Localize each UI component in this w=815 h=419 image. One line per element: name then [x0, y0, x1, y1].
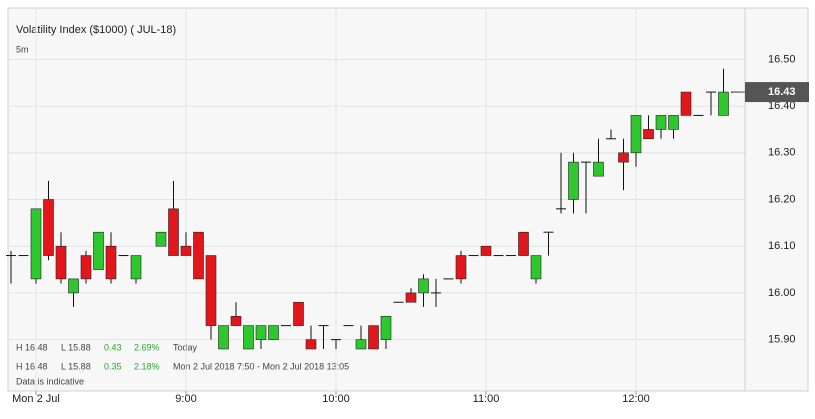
stat-change: 0.43	[104, 342, 122, 352]
stat-low: L 15.88	[61, 361, 91, 371]
candle-body	[43, 199, 54, 256]
y-tick-label: 16.30	[768, 147, 796, 159]
stat-period: Mon 2 Jul 2018 7:50 - Mon 2 Jul 2018 13:…	[173, 361, 349, 371]
candle-body	[380, 315, 392, 340]
stat-high: H 16.48	[16, 342, 48, 352]
y-tick-label: 16.10	[768, 240, 796, 252]
stat-low: L 15.88	[61, 342, 91, 352]
last-price-label: 16.43	[768, 86, 796, 98]
stat-high: H 16.48	[16, 361, 48, 371]
candle-body	[405, 292, 417, 303]
candle-body	[368, 325, 379, 350]
y-tick-label: 16.50	[768, 53, 796, 65]
y-tick-label: 15.90	[768, 334, 796, 346]
note: Data is indicative	[16, 376, 84, 386]
x-tick-label: 9:00	[175, 393, 196, 405]
candle-body	[55, 245, 67, 280]
candle-body	[455, 255, 467, 280]
stat-change: 0.35	[104, 361, 122, 371]
candle-body	[205, 255, 217, 326]
y-tick-label: 16.00	[768, 287, 796, 299]
x-tick-label: Mon 2 Jul	[12, 393, 60, 405]
y-tick-label: 16.20	[768, 193, 796, 205]
candle-body	[593, 161, 604, 177]
candle-body	[130, 255, 142, 280]
candle-body	[355, 339, 367, 350]
candle-body	[418, 278, 429, 294]
candle-body	[68, 278, 79, 294]
candle-body	[243, 325, 254, 350]
candle-body	[193, 231, 204, 280]
x-tick-label: 11:00	[473, 393, 500, 405]
last-price-box	[745, 82, 809, 103]
candle-body	[268, 325, 279, 340]
interval-label: 5m	[16, 44, 29, 54]
chart-title: Volatility Index ($1000) ( JUL-18)	[16, 24, 176, 36]
candle-body	[230, 315, 242, 326]
candle-body	[480, 245, 492, 256]
candle-body	[168, 208, 179, 256]
candle-body	[305, 339, 317, 350]
candle-body	[105, 245, 117, 280]
candle-body	[180, 245, 192, 256]
stat-percent: 2.18%	[134, 361, 160, 371]
stat-period: Today	[173, 342, 198, 352]
candle-body	[93, 231, 104, 270]
candle-body	[568, 161, 579, 200]
candle-body	[518, 231, 529, 256]
candle-body	[680, 91, 692, 116]
stat-percent: 2.69%	[134, 342, 160, 352]
x-tick-label: 10:00	[322, 393, 350, 405]
y-tick-label: 16.40	[768, 100, 796, 112]
candle-body	[530, 255, 542, 280]
candle-body	[218, 325, 229, 350]
stats: H 16.48 L 15.88 0.43 2.69% Today H 16.48 L 15.…	[16, 342, 349, 371]
candle-body	[643, 129, 654, 140]
candle-body	[293, 301, 304, 326]
candle-body	[155, 231, 167, 247]
candle-body	[80, 255, 92, 280]
candle-body	[30, 208, 42, 280]
x-tick-label: 12:00	[622, 393, 650, 405]
candle-body	[630, 115, 642, 154]
candle-body	[668, 115, 679, 130]
candle-body	[718, 91, 729, 116]
candle-body	[655, 115, 667, 130]
candle-body	[618, 152, 629, 163]
candle-body	[255, 325, 267, 340]
